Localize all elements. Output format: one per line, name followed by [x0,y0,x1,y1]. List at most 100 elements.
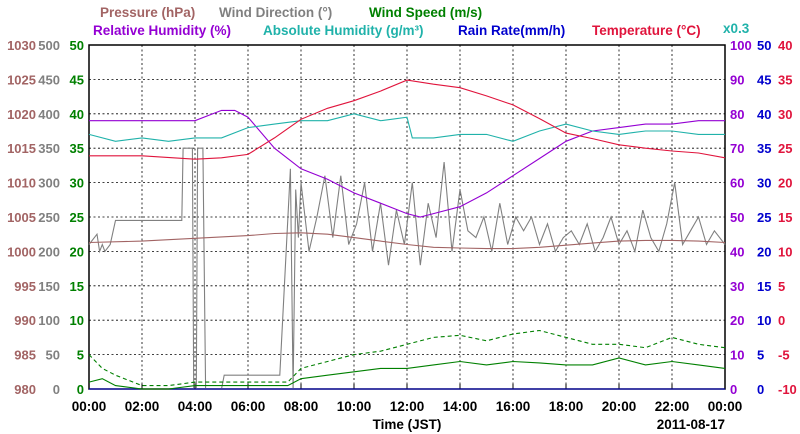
x-tick-label: 18:00 [549,399,584,414]
axis-tick-label: 30 [730,279,744,294]
axis-tick-label: 150 [38,279,60,294]
data-series [88,79,726,390]
axis-tick-label: 1000 [7,244,36,259]
series-relative-humidity [89,109,725,218]
x-tick-label: 10:00 [337,399,372,414]
axis-tick-label: 1020 [7,107,36,122]
axis-tick-label: 300 [38,176,60,191]
axis-tick-label: 1005 [7,210,36,225]
axis-tick-label: 10 [778,244,792,259]
axis-tick-label: 80 [730,107,744,122]
series-pressure-hpa [88,232,726,250]
plot-grid [88,45,726,389]
axis-tick-label: 25 [70,210,84,225]
axis-tick-label: 35 [778,72,792,87]
axis-tick-label: 40 [757,107,771,122]
axis-tick-label: 10 [757,313,771,328]
axis-tick-label: 450 [38,72,60,87]
axis-tick-label: -10 [778,382,797,397]
axis-tick-label: 20 [778,176,792,191]
x-tick-label: 22:00 [655,399,690,414]
series-wind-speed-m-s-gust [88,329,726,387]
axis-tick-label: 20 [730,313,744,328]
series-absolute-humidity-g-m [88,113,725,142]
axis-tick-label: 60 [730,176,744,191]
axis-temperature-ticks: 40 35 30 25 20 15 10 5 0 -5 -10 [778,38,797,397]
x-axis-label: Time (JST) [373,417,442,432]
axis-tick-label: -5 [778,348,790,363]
x-tick-label: 00:00 [72,399,107,414]
legend-row-2: Relative Humidity (%) Absolute Humidity … [93,23,701,38]
axis-tick-label: 40 [730,244,744,259]
axis-tick-label: 5 [77,348,84,363]
axis-tick-label: 70 [730,141,744,156]
legend-absolute-humidity: Absolute Humidity (g/m³) [263,23,424,38]
axis-tick-label: 10 [70,313,84,328]
axis-tick-label: 1030 [7,38,36,53]
axis-tick-label: 40 [70,107,84,122]
x-tick-label: 00:00 [708,399,743,414]
axis-tick-label: 100 [730,38,752,53]
x-tick-label: 12:00 [390,399,425,414]
axis-tick-label: 500 [38,38,60,53]
x-tick-label: 06:00 [231,399,266,414]
axis-tick-label: 15 [757,279,771,294]
axis-tick-label: 250 [38,210,60,225]
x-tick-label: 04:00 [178,399,213,414]
axis-tick-label: 45 [70,72,84,87]
x-tick-label: 16:00 [496,399,531,414]
legend-temperature: Temperature (°C) [592,23,701,38]
axis-tick-label: 40 [778,38,792,53]
axis-tick-label: 400 [38,107,60,122]
x-tick-label: 08:00 [284,399,319,414]
axis-tick-label: 50 [730,210,744,225]
axis-tick-label: 350 [38,141,60,156]
axis-tick-label: 20 [757,244,771,259]
series-temperature-c [89,79,726,160]
chart-date: 2011-08-17 [657,417,725,432]
axis-tick-label: 90 [730,72,744,87]
axis-pressure-ticks: 1030 1025 1020 1015 1010 1005 1000 995 990 985 980 [7,38,36,397]
axis-tick-label: 15 [70,279,84,294]
series-wind-speed-m-s [88,357,726,390]
axis-tick-label: 15 [778,210,792,225]
axis-tick-label: 5 [778,279,785,294]
axis-tick-label: 995 [14,279,36,294]
axis-tick-label: 30 [70,176,84,191]
axis-tick-label: 10 [730,348,744,363]
axis-tick-label: 100 [38,313,60,328]
axis-tick-label: 35 [70,141,84,156]
axis-tick-label: 25 [757,210,771,225]
x-tick-label: 02:00 [125,399,160,414]
x-axis-ticks: 00:00 02:00 04:00 06:00 08:00 10:00 12:00 14:00… [72,399,743,414]
axis-tick-label: 0 [53,382,60,397]
scale-note: x0.3 [723,21,750,36]
axis-tick-label: 200 [38,244,60,259]
axis-tick-label: 30 [778,107,792,122]
axis-tick-label: 1025 [7,72,36,87]
axis-tick-label: 5 [757,348,764,363]
axis-tick-label: 1010 [7,176,36,191]
axis-tick-label: 50 [70,38,84,53]
axis-tick-label: 50 [46,348,60,363]
axis-tick-label: 980 [14,382,36,397]
legend-wind-speed: Wind Speed (m/s) [369,5,482,20]
axis-tick-label: 50 [757,38,771,53]
axis-tick-label: 0 [778,313,785,328]
legend-pressure: Pressure (hPa) [100,5,195,20]
axis-tick-label: 35 [757,141,771,156]
axis-tick-label: 0 [730,382,737,397]
legend-relative-humidity: Relative Humidity (%) [93,23,231,38]
axis-tick-label: 30 [757,176,771,191]
axis-tick-label: 985 [14,348,36,363]
x-tick-label: 20:00 [602,399,637,414]
axis-tick-label: 25 [778,141,792,156]
axis-tick-label: 0 [77,382,84,397]
axis-tick-label: 45 [757,72,771,87]
axis-tick-label: 1015 [7,141,36,156]
